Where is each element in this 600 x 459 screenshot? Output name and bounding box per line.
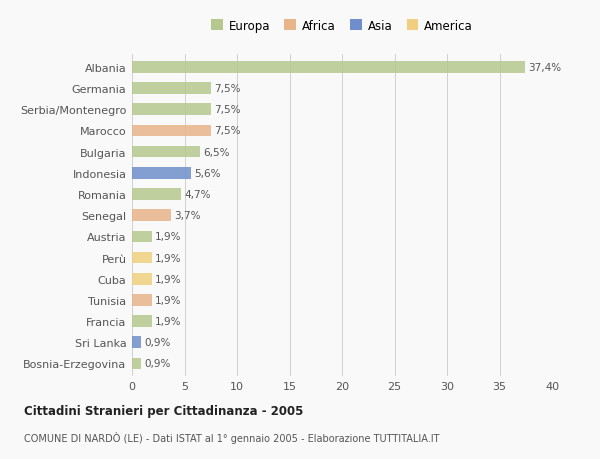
Bar bbox=[132, 62, 525, 73]
Bar bbox=[132, 104, 211, 116]
Bar bbox=[132, 337, 142, 348]
Bar bbox=[132, 316, 152, 327]
Text: 1,9%: 1,9% bbox=[155, 295, 182, 305]
Text: Cittadini Stranieri per Cittadinanza - 2005: Cittadini Stranieri per Cittadinanza - 2… bbox=[24, 404, 304, 417]
Text: 1,9%: 1,9% bbox=[155, 274, 182, 284]
Text: 1,9%: 1,9% bbox=[155, 232, 182, 242]
Text: 5,6%: 5,6% bbox=[194, 168, 220, 179]
Bar bbox=[132, 146, 200, 158]
Bar bbox=[132, 295, 152, 306]
Legend: Europa, Africa, Asia, America: Europa, Africa, Asia, America bbox=[211, 20, 473, 33]
Text: 1,9%: 1,9% bbox=[155, 316, 182, 326]
Bar bbox=[132, 358, 142, 369]
Text: 7,5%: 7,5% bbox=[214, 105, 241, 115]
Text: 3,7%: 3,7% bbox=[174, 211, 200, 221]
Bar bbox=[132, 273, 152, 285]
Text: 7,5%: 7,5% bbox=[214, 84, 241, 94]
Bar bbox=[132, 252, 152, 264]
Text: 0,9%: 0,9% bbox=[145, 358, 171, 369]
Text: 4,7%: 4,7% bbox=[185, 190, 211, 200]
Bar bbox=[132, 231, 152, 243]
Bar bbox=[132, 83, 211, 95]
Text: 6,5%: 6,5% bbox=[203, 147, 230, 157]
Text: 37,4%: 37,4% bbox=[528, 63, 561, 73]
Text: 7,5%: 7,5% bbox=[214, 126, 241, 136]
Bar bbox=[132, 168, 191, 179]
Bar bbox=[132, 210, 171, 222]
Bar bbox=[132, 189, 181, 201]
Bar bbox=[132, 125, 211, 137]
Text: 0,9%: 0,9% bbox=[145, 337, 171, 347]
Text: 1,9%: 1,9% bbox=[155, 253, 182, 263]
Text: COMUNE DI NARDÒ (LE) - Dati ISTAT al 1° gennaio 2005 - Elaborazione TUTTITALIA.I: COMUNE DI NARDÒ (LE) - Dati ISTAT al 1° … bbox=[24, 431, 439, 443]
